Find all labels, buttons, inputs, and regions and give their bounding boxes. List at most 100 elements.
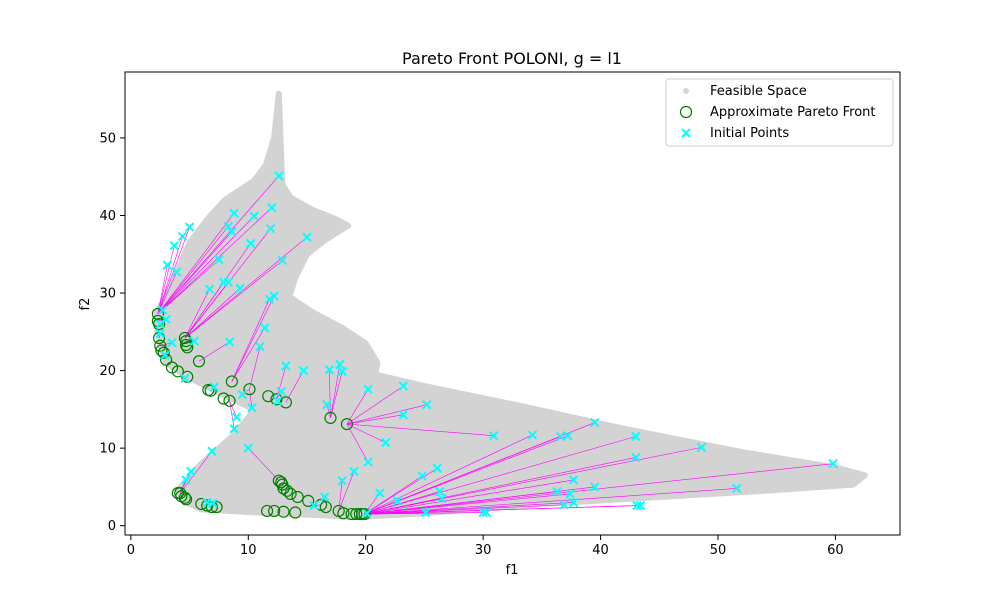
- connection-line: [364, 479, 574, 515]
- legend-box: [665, 78, 894, 147]
- legend-initial-marker: [681, 128, 691, 138]
- pareto-point: [260, 504, 274, 518]
- initial-point: [481, 507, 492, 518]
- connection-line: [179, 451, 213, 494]
- initial-point: [224, 337, 235, 347]
- pareto-point: [192, 355, 206, 368]
- legend-feasible-marker: [683, 88, 689, 94]
- connection-line: [330, 371, 343, 418]
- x-tick-label: 20: [357, 543, 374, 558]
- initial-point: [375, 488, 385, 498]
- initial-point: [229, 424, 239, 434]
- initial-point: [489, 431, 499, 441]
- initial-points-layer: [155, 171, 838, 518]
- initial-point: [319, 492, 330, 502]
- legend-pareto-label: Approximate Pareto Front: [710, 105, 876, 120]
- connection-line: [249, 389, 253, 408]
- initial-point: [181, 475, 191, 485]
- initial-point: [635, 500, 646, 511]
- initial-point: [237, 389, 248, 400]
- pareto-point: [319, 500, 332, 514]
- connection-line: [184, 281, 229, 339]
- pareto-point: [201, 499, 214, 512]
- pareto-point: [280, 484, 294, 497]
- pareto-point: [302, 494, 315, 507]
- connection-line: [346, 385, 404, 425]
- pareto-point: [225, 375, 238, 388]
- initial-point: [160, 350, 170, 360]
- legend-pareto-marker: [679, 105, 693, 119]
- initial-point: [157, 305, 168, 315]
- initial-point: [229, 208, 239, 218]
- connection-line: [248, 447, 280, 481]
- initial-point: [335, 359, 345, 370]
- connection-line: [346, 389, 369, 425]
- connection-line: [229, 400, 237, 418]
- connection-line: [364, 498, 443, 515]
- connection-line: [364, 491, 440, 515]
- initial-point: [478, 507, 488, 518]
- connection-line: [326, 404, 331, 418]
- connection-line: [364, 502, 574, 515]
- connection-line: [364, 493, 571, 515]
- initial-point: [249, 211, 259, 221]
- initial-point: [302, 232, 312, 242]
- initial-point: [277, 255, 288, 266]
- initial-point: [631, 452, 641, 463]
- initial-point: [223, 221, 234, 232]
- x-tick-label: 50: [710, 543, 727, 558]
- connection-line: [364, 504, 565, 515]
- initial-point: [204, 284, 215, 294]
- pareto-point: [171, 365, 184, 378]
- initial-point: [274, 171, 284, 181]
- connection-line: [157, 259, 220, 315]
- connection-line: [346, 423, 386, 443]
- connection-line: [184, 289, 210, 339]
- initial-point: [276, 386, 286, 397]
- connection-line: [157, 226, 229, 315]
- initial-point: [272, 396, 283, 406]
- connection-line: [364, 463, 834, 515]
- initial-point: [422, 400, 432, 410]
- initial-point: [269, 291, 279, 301]
- initial-point: [589, 417, 600, 428]
- y-tick-label: 0: [108, 519, 116, 534]
- x-tick-label: 30: [475, 543, 492, 558]
- initial-point: [223, 277, 234, 287]
- connection-line: [364, 491, 558, 515]
- initial-point: [180, 373, 190, 384]
- y-tick-label: 40: [99, 209, 116, 224]
- connection-line: [184, 260, 283, 339]
- connection-line: [184, 288, 241, 339]
- initial-point: [171, 267, 182, 277]
- initial-point: [209, 382, 219, 392]
- connection-line: [330, 364, 341, 418]
- x-tick-label: 0: [127, 543, 135, 558]
- initial-point: [243, 443, 254, 453]
- feasible-space-layer: [153, 90, 868, 521]
- connection-line: [364, 475, 423, 515]
- y-tick-label: 30: [99, 287, 116, 302]
- pareto-point: [289, 506, 302, 519]
- initial-point: [432, 463, 443, 474]
- initial-point: [177, 231, 188, 242]
- x-tick-label: 40: [592, 543, 609, 558]
- initial-point: [167, 337, 177, 348]
- initial-point: [189, 336, 199, 346]
- connection-line: [364, 457, 636, 515]
- initial-point: [527, 430, 538, 440]
- initial-point: [631, 431, 641, 442]
- connection-line: [157, 245, 175, 315]
- initial-point: [322, 400, 332, 410]
- initial-point: [632, 500, 642, 511]
- initial-point: [255, 341, 265, 352]
- pareto-point: [181, 341, 194, 354]
- pareto-point: [284, 487, 297, 500]
- initial-point: [398, 410, 409, 420]
- pareto-point: [151, 307, 164, 321]
- pareto-point: [152, 317, 166, 331]
- x-axis-label: f1: [506, 563, 519, 578]
- initial-point: [380, 438, 391, 448]
- connection-line: [157, 216, 255, 315]
- initial-point: [696, 442, 707, 453]
